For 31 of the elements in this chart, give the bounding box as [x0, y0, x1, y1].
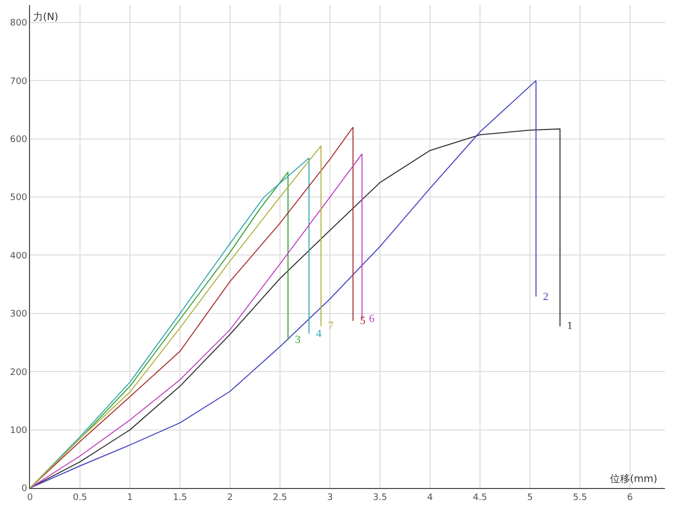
series-label: 3	[295, 334, 301, 346]
series-label: 7	[328, 320, 334, 332]
x-tick-label: 2.5	[272, 492, 288, 503]
y-tick-label: 400	[10, 251, 28, 262]
y-tick-label: 0	[21, 484, 28, 494]
y-axis-title: 力(N)	[33, 11, 58, 23]
y-tick-label: 800	[10, 18, 28, 29]
x-tick-label: 5	[527, 492, 533, 503]
x-tick-label: 3.5	[372, 492, 388, 503]
y-tick-label: 500	[10, 193, 28, 204]
series-label: 2	[543, 291, 548, 303]
x-tick-label: 1	[127, 492, 133, 503]
y-tick-label: 200	[10, 368, 28, 378]
series-label: 4	[316, 328, 322, 340]
y-tick-label: 600	[10, 134, 28, 145]
x-tick-label: 6	[627, 492, 634, 503]
series-label: 6	[369, 313, 375, 325]
x-tick-label: 4	[427, 492, 434, 503]
series-label: 1	[567, 320, 572, 332]
y-tick-label: 700	[10, 76, 28, 87]
x-tick-label: 0.5	[72, 492, 88, 503]
x-tick-label: 3	[327, 492, 333, 503]
x-tick-label: 1.5	[172, 492, 188, 503]
x-tick-label: 5.5	[572, 492, 588, 503]
y-tick-label: 300	[10, 310, 28, 320]
line-series	[30, 80, 536, 488]
x-tick-label: 4.5	[472, 492, 488, 503]
y-tick-label: 100	[10, 426, 28, 436]
series-label: 5	[360, 315, 366, 327]
x-tick-label: 2	[227, 492, 233, 503]
x-axis-title: 位移(mm)	[610, 473, 658, 485]
